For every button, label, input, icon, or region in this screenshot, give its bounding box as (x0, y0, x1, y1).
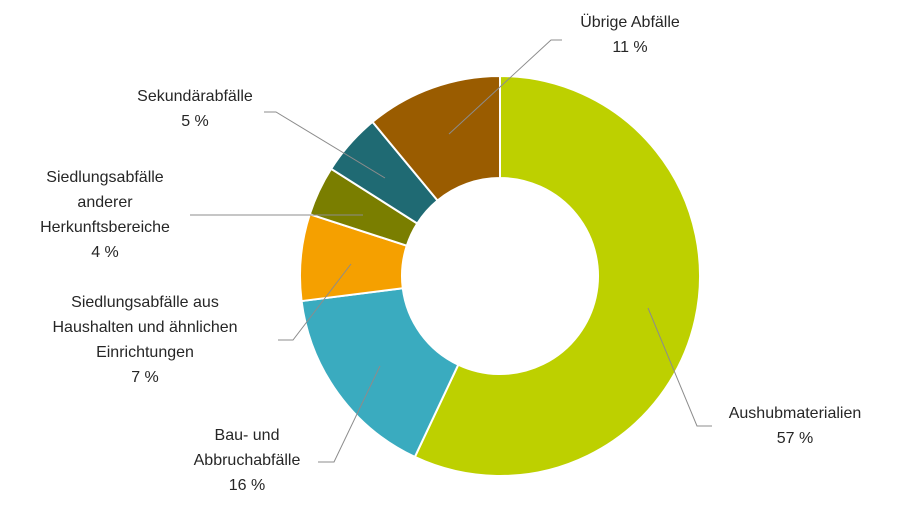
leader-line-uebrige-abfaelle (448, 39, 562, 135)
label-sekundaerabfaelle: Sekundärabfälle 5 % (137, 88, 253, 130)
slice-uebrige-abfaelle (371, 74, 501, 202)
category-label-line: Übrige Abfälle (580, 13, 680, 31)
category-label-line: Bau- und (215, 427, 280, 444)
label-siedlungsabfaelle-anderer-herkunftsbereiche: Siedlungsabfälle anderer Herkunftsbereiche… (40, 169, 170, 261)
leader-line-aushubmaterialien (647, 307, 712, 427)
value-label: 11 % (612, 39, 647, 56)
label-uebrige-abfaelle: Übrige Abfälle 11 % (580, 13, 680, 56)
category-label-line: Sekundärabfälle (137, 88, 253, 105)
value-label: 57 % (777, 430, 813, 447)
category-label-line: Siedlungsabfälle (46, 169, 164, 186)
category-label-line: Abbruchabfälle (194, 452, 301, 469)
value-label: 16 % (229, 477, 265, 494)
category-label-line: Aushubmaterialien (729, 405, 862, 422)
value-label: 4 % (91, 244, 119, 261)
slice-aushubmaterialien (413, 74, 701, 477)
category-label-line: Herkunftsbereiche (40, 219, 170, 236)
slice-labels: Aushubmaterialien 57 % Bau- und Abbruchabfä… (40, 13, 861, 494)
leader-line-sekundaerabfaelle (264, 111, 386, 179)
slice-bau-und-abbruchabfaelle (300, 287, 460, 459)
label-aushubmaterialien: Aushubmaterialien 57 % (729, 405, 862, 447)
value-label: 5 % (181, 113, 209, 130)
category-label-line: Siedlungsabfälle aus (71, 294, 219, 311)
label-siedlungsabfaelle-aus-haushalten-und-aehnlichen-einrichtungen: Siedlungsabfälle aus Haushalten und ähnli… (52, 294, 237, 386)
value-label: 7 % (131, 369, 159, 386)
leader-line-bau-und-abbruchabfaelle (318, 365, 381, 463)
leader-lines (190, 39, 712, 463)
label-bau-und-abbruchabfaelle: Bau- und Abbruchabfälle 16 % (194, 427, 301, 494)
category-label-line: anderer (77, 194, 133, 211)
donut-slices (299, 74, 701, 477)
category-label-line: Haushalten und ähnlichen (52, 319, 237, 336)
category-label-line: Einrichtungen (96, 344, 194, 361)
leader-line-siedlungsabfaelle-aus-haushalten-und-aehnlichen-einrichtungen (278, 263, 352, 341)
